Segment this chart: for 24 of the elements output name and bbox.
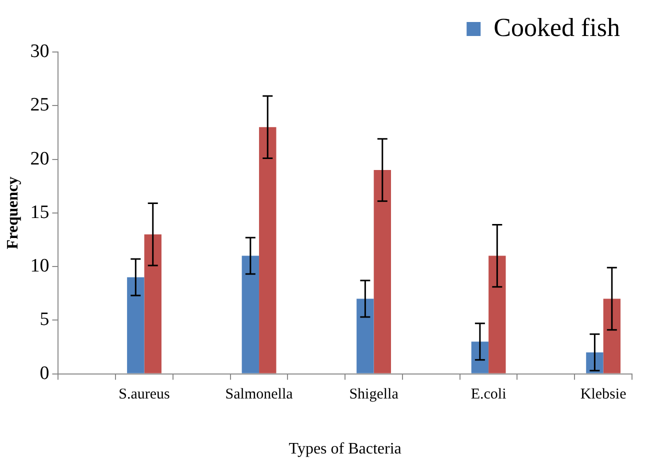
y-tick-label: 30 (30, 40, 50, 62)
y-tick-label: 25 (30, 94, 50, 116)
y-tick-label: 0 (40, 362, 50, 384)
bar (259, 127, 276, 374)
bar (603, 298, 621, 374)
bar (374, 170, 392, 374)
y-tick-label: 5 (40, 309, 50, 330)
x-tick-label: Klebsie (580, 386, 627, 403)
bar (471, 342, 489, 374)
bar (488, 256, 506, 374)
bar (356, 298, 374, 374)
bar (127, 277, 144, 374)
y-tick-label: 15 (30, 202, 50, 223)
y-tick-label: 10 (30, 256, 50, 277)
legend-label: Cooked fish (494, 12, 620, 42)
y-axis-title: Frequency (4, 176, 22, 250)
x-tick-label: E.coli (470, 386, 506, 403)
x-tick-label: S.aureus (118, 386, 170, 403)
x-axis-title: Types of Bacteria (288, 440, 402, 458)
x-tick-label: Shigella (349, 386, 399, 403)
x-tick-label: Salmonella (225, 386, 294, 403)
y-tick-label: 20 (30, 148, 50, 170)
bar (144, 234, 162, 374)
bar (242, 256, 260, 374)
